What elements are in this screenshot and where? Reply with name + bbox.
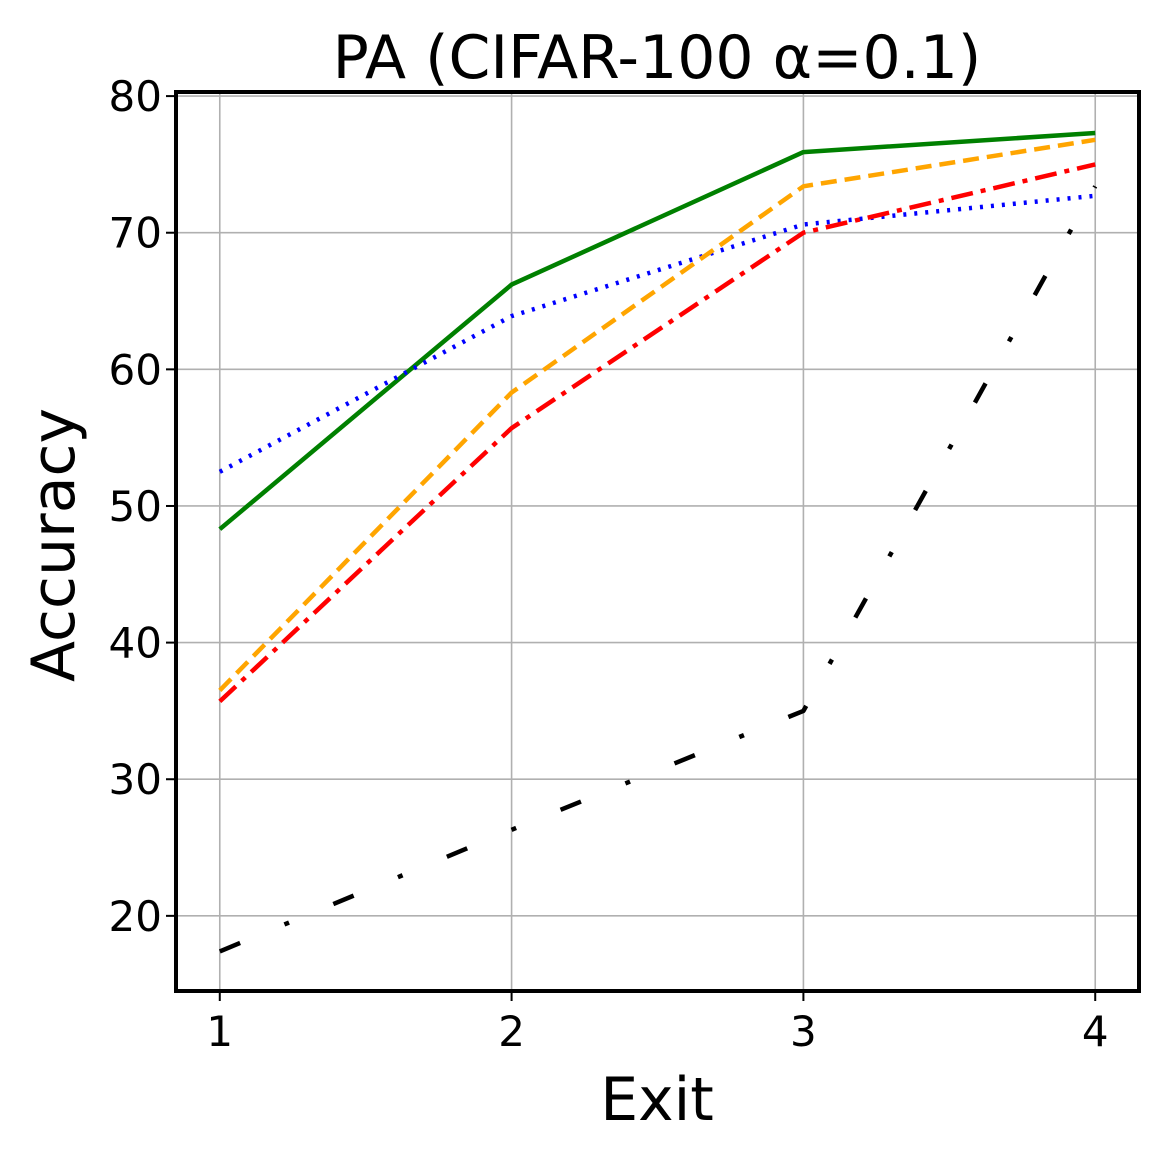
x-tick-label: 3 [790,1007,817,1056]
y-axis-label: Accuracy [19,408,89,682]
series-line-1 [218,130,1096,531]
grid [176,92,1139,991]
series-line-3 [218,137,1096,692]
x-tick-label: 4 [1082,1007,1109,1056]
y-axis-ticks: 20 30 40 50 60 70 80 [109,72,176,941]
chart-title: PA (CIFAR-100 α=0.1) [333,23,982,93]
y-tick-label: 70 [109,209,162,258]
y-tick-label: 40 [109,619,162,668]
x-axis-ticks: 1 2 3 4 [206,991,1109,1056]
y-tick-label: 80 [109,72,162,121]
y-tick-label: 30 [109,755,162,804]
x-tick-label: 1 [206,1007,233,1056]
plot-frame [174,90,1141,993]
series-line-4 [218,162,1096,704]
x-tick-label: 2 [498,1007,525,1056]
y-tick-label: 20 [109,892,162,941]
series-line-5 [218,185,1098,954]
series-line-2 [218,193,1096,474]
x-axis-label: Exit [600,1065,714,1135]
y-tick-label: 50 [109,482,162,531]
y-tick-label: 60 [109,345,162,394]
series-lines [218,130,1098,954]
